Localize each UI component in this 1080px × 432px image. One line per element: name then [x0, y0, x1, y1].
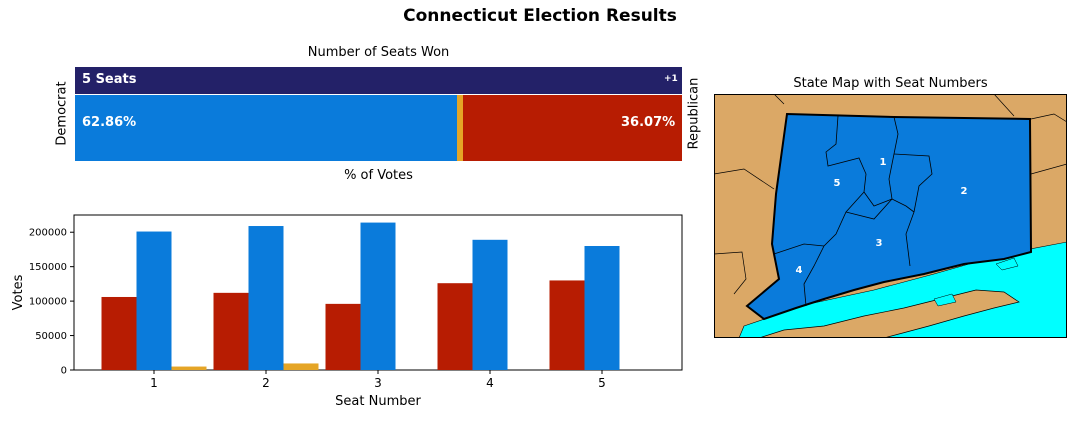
y-axis-label: Votes: [11, 274, 26, 310]
coast-islands: [933, 257, 1019, 307]
seats-chart-title: Number of Seats Won: [307, 45, 450, 60]
x-tick-label: 1: [150, 376, 158, 390]
district-borders: [773, 115, 933, 307]
seat-count-label: 5 Seats: [82, 72, 137, 87]
vote-pct-axis-label: % of Votes: [344, 168, 413, 183]
bar-seat-1-democrat: [136, 231, 172, 370]
republican-pct-label: 36.07%: [621, 115, 676, 130]
bar-seat-2-republican: [213, 292, 249, 370]
x-axis-label: Seat Number: [335, 394, 421, 409]
seat-bar: [75, 67, 682, 94]
other-vote-bar: [456, 95, 464, 161]
seat-3-label: 3: [876, 238, 883, 249]
seat-2-label: 2: [961, 186, 968, 197]
republican-axis-label: Republican: [686, 77, 702, 150]
democrat-pct-label: 62.86%: [82, 115, 137, 130]
x-tick-label: 4: [486, 376, 494, 390]
republican-vote-bar: [463, 95, 682, 161]
map-frame: [714, 94, 1067, 338]
bar-seat-5-democrat: [584, 246, 620, 370]
votes-by-seat-chart: 0 50000 100000 150000 200000 1 2 3 4 5 Seat Number…: [11, 214, 683, 409]
bar-seat-1-republican: [101, 296, 137, 370]
bar-seat-1-other: [171, 366, 207, 370]
y-tick-label: 0: [61, 366, 67, 377]
democrat-vote-bar: [75, 95, 457, 161]
bar-seat-2-other: [283, 363, 319, 370]
bar-seat-5-republican: [549, 280, 585, 370]
bar-seat-3-democrat: [360, 222, 396, 370]
y-tick-label: 200000: [29, 228, 67, 239]
bar-seat-2-democrat: [248, 226, 284, 370]
page-title: Connecticut Election Results: [403, 6, 677, 26]
x-tick-label: 5: [598, 376, 606, 390]
y-tick-label: 100000: [29, 297, 67, 308]
y-tick-label: 50000: [35, 331, 67, 342]
bar-seat-3-republican: [325, 303, 361, 370]
state-map: 1 2 3 4 5: [714, 94, 1067, 338]
map-title: State Map with Seat Numbers: [793, 76, 988, 91]
seat-1-label: 1: [880, 157, 887, 168]
ny-ri-borders: [714, 94, 1067, 295]
x-tick-label: 3: [374, 376, 382, 390]
democrat-axis-label: Democrat: [54, 81, 70, 146]
seat-change-label: +1: [664, 74, 678, 84]
ct-state: [745, 112, 1033, 321]
bar-seat-4-democrat: [472, 239, 508, 370]
seat-5-label: 5: [834, 178, 841, 189]
seat-4-label: 4: [796, 265, 803, 276]
y-tick-label: 150000: [29, 262, 67, 273]
bar-seat-4-republican: [437, 283, 473, 370]
x-tick-label: 2: [262, 376, 270, 390]
